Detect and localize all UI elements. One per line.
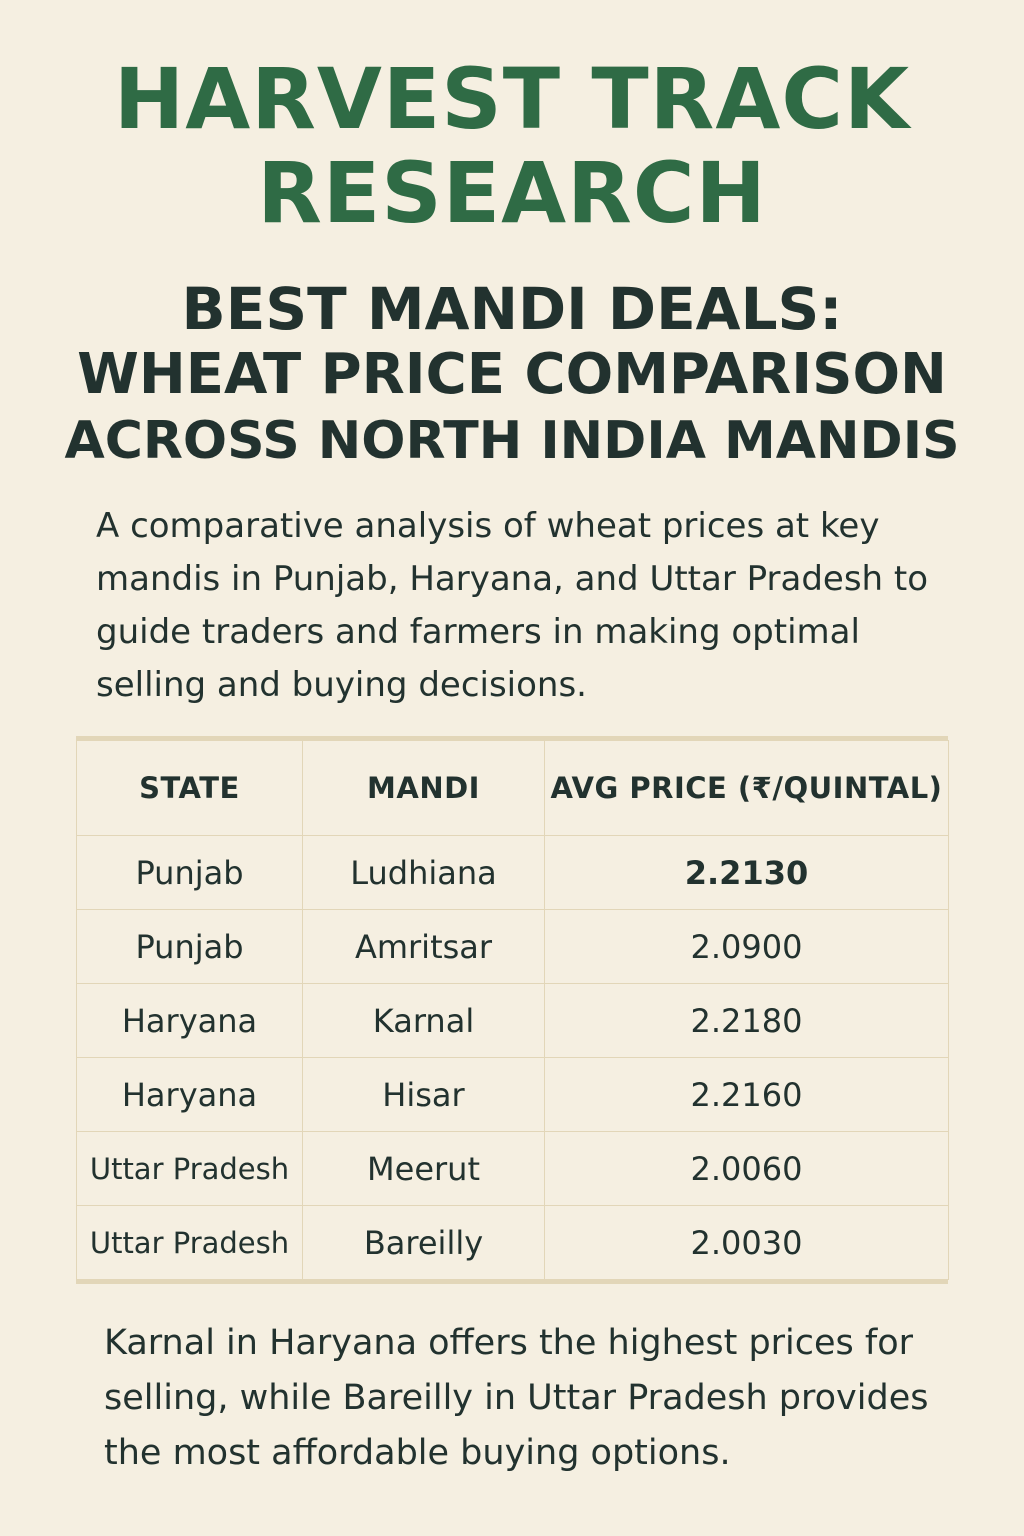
brand-title-line1: HARVEST TRACK <box>113 50 911 148</box>
state-cell: Haryana <box>76 983 303 1058</box>
table-row: Haryana Hisar 2.2160 <box>76 1057 949 1132</box>
mandi-cell: Bareilly <box>302 1205 545 1280</box>
price-cell: 2.0900 <box>544 909 949 984</box>
table-row: Punjab Ludhiana 2.2130 <box>76 835 949 910</box>
page-headline: BEST MANDI DEALS: WHEAT PRICE COMPARISON… <box>0 276 1024 474</box>
conclusion-paragraph: Karnal in Haryana offers the highest pri… <box>104 1323 929 1473</box>
column-header-mandi: MANDI <box>302 740 545 836</box>
price-table: STATE MANDI AVG PRICE (₹/QUINTAL) Punjab… <box>76 740 949 1280</box>
price-cell: 2.2180 <box>544 983 949 1058</box>
state-cell: Haryana <box>76 1057 303 1132</box>
mandi-cell: Karnal <box>302 983 545 1058</box>
headline-line1: BEST MANDI DEALS: <box>181 275 843 343</box>
mandi-cell: Meerut <box>302 1131 545 1206</box>
table-header-row: STATE MANDI AVG PRICE (₹/QUINTAL) <box>76 740 949 836</box>
state-cell: Uttar Pradesh <box>76 1131 303 1206</box>
headline-line3: ACROSS NORTH INDIA MANDIS <box>64 411 960 471</box>
table-row: Haryana Karnal 2.2180 <box>76 983 949 1058</box>
intro-paragraph: A comparative analysis of wheat prices a… <box>96 506 929 705</box>
column-header-price: AVG PRICE (₹/QUINTAL) <box>544 740 949 836</box>
state-cell: Punjab <box>76 909 303 984</box>
state-cell: Punjab <box>76 835 303 910</box>
state-cell: Uttar Pradesh <box>76 1205 303 1280</box>
table-row: Uttar Pradesh Meerut 2.0060 <box>76 1131 949 1206</box>
price-cell: 2.0060 <box>544 1131 949 1206</box>
headline-line2: WHEAT PRICE COMPARISON <box>77 342 947 407</box>
table-row: Uttar Pradesh Bareilly 2.0030 <box>76 1205 949 1280</box>
brand-title: HARVEST TRACK RESEARCH <box>0 52 1024 240</box>
table-row: Punjab Amritsar 2.0900 <box>76 909 949 984</box>
mandi-cell: Amritsar <box>302 909 545 984</box>
mandi-cell: Ludhiana <box>302 835 545 910</box>
brand-title-line2: RESEARCH <box>257 144 767 242</box>
column-header-state: STATE <box>76 740 303 836</box>
price-cell: 2.0030 <box>544 1205 949 1280</box>
price-cell: 2.2160 <box>544 1057 949 1132</box>
mandi-cell: Hisar <box>302 1057 545 1132</box>
price-table-container: STATE MANDI AVG PRICE (₹/QUINTAL) Punjab… <box>76 736 949 1284</box>
price-cell: 2.2130 <box>544 835 949 910</box>
